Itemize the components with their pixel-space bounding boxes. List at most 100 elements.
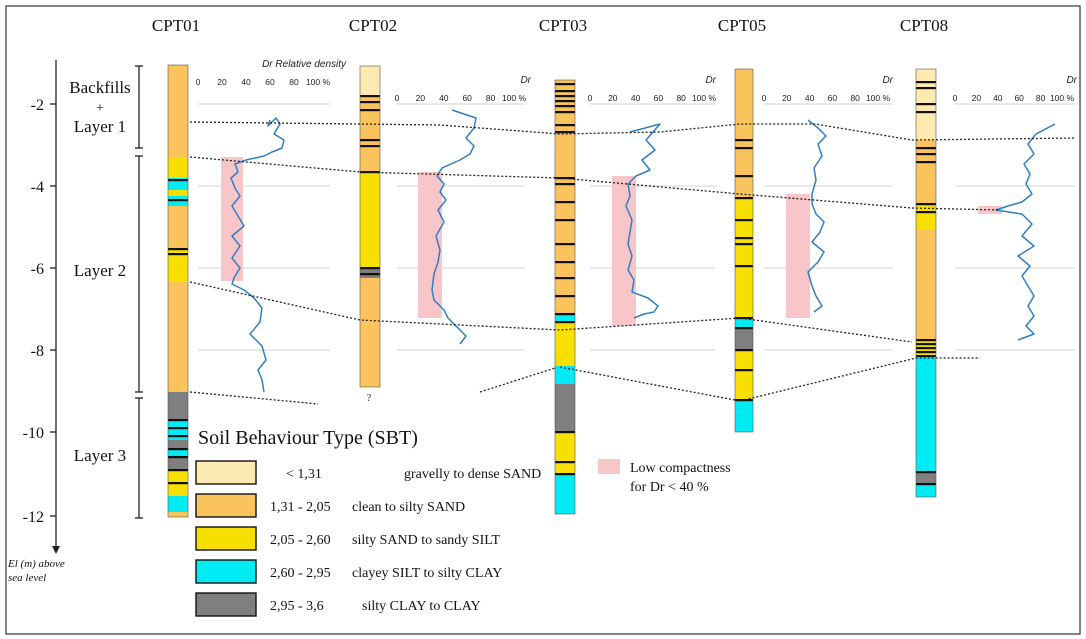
sbt-thin-band	[735, 197, 753, 200]
dr-tick-label: 0	[953, 93, 958, 103]
header-cpt03: CPT03	[539, 16, 587, 35]
dr-tick-label: 100 %	[692, 93, 717, 103]
low-compactness-zone	[786, 194, 810, 318]
sbt-column-cpt08	[915, 68, 937, 498]
sbt-thin-band	[168, 199, 188, 202]
sbt-layer-clayey-silt	[168, 496, 188, 512]
dr-curve-cpt05	[807, 119, 827, 313]
sbt-thin-band	[360, 145, 380, 148]
sbt-column-cpt01	[167, 64, 189, 518]
sbt-thin-band	[555, 261, 575, 264]
sbt-thin-band	[735, 219, 753, 222]
sbt-thin-band	[916, 343, 936, 346]
dr-axes: Dr Relative density 0 20 40 60 80 100 % Dr 0 20 40…	[196, 59, 1078, 103]
dr-tick-label: 40	[241, 77, 251, 87]
sbt-layer-sand	[360, 278, 380, 387]
dr-tick-label: 80	[486, 93, 496, 103]
sbt-thin-band	[168, 456, 188, 459]
low-compactness-line2: for Dr < 40 %	[630, 480, 709, 495]
low-compactness-legend: Low compactness for Dr < 40 %	[598, 459, 731, 495]
dr-axis-cpt08: Dr 0 20 40 60 80 100 %	[953, 75, 1078, 103]
dr-tick-label: 0	[395, 93, 400, 103]
sbt-layer-silty-sand	[168, 248, 188, 282]
sbt-thin-band	[168, 469, 188, 472]
sbt-layer-clay	[555, 384, 575, 432]
layer2-label: Layer 2	[74, 261, 126, 280]
dr-tick-label: 100 %	[306, 77, 331, 87]
legend-item: 2,60 - 2,95 clayey SILT to silty CLAY	[195, 559, 502, 584]
dr-axis-label: Dr	[520, 75, 531, 86]
sbt-layer-silty-sand	[168, 190, 188, 196]
legend-swatch	[195, 460, 257, 485]
elevation-tick-label: -12	[23, 509, 44, 526]
sbt-thin-band	[735, 369, 753, 372]
sbt-layer-silty-sand	[168, 470, 188, 484]
sbt-thin-band	[916, 339, 936, 342]
sbt-layer-silty-sand	[555, 432, 575, 474]
dr-curves	[230, 109, 1056, 393]
legend-swatch	[195, 526, 257, 551]
legend-description: silty CLAY to CLAY	[362, 599, 481, 614]
sbt-thin-band	[360, 273, 380, 276]
sbt-thin-band	[916, 161, 936, 164]
dr-tick-label: 0	[196, 77, 201, 87]
header-cpt05: CPT05	[718, 16, 766, 35]
dr-axis-cpt02: Dr 0 20 40 60 80 100 %	[395, 75, 532, 103]
dr-curve-cpt08	[995, 123, 1056, 341]
layer1-label-line1: Backfills	[69, 78, 130, 97]
sbt-thin-band	[916, 471, 936, 474]
sbt-layer-sand	[916, 230, 936, 340]
legend-description: clean to silty SAND	[352, 500, 465, 515]
legend-item: < 1,31 gravelly to dense SAND	[195, 460, 541, 485]
sbt-layer-clayey-silt	[735, 318, 753, 328]
cpt02-bottom-mark: ?	[367, 393, 372, 404]
layer1-label-plus: +	[96, 101, 104, 116]
layer-boundary-lines	[189, 121, 1077, 405]
layer-boundary-line	[479, 367, 556, 393]
sbt-thin-band	[555, 83, 575, 86]
sbt-thin-band	[735, 317, 753, 320]
borehole-headers: CPT01 CPT02 CPT03 CPT05 CPT08	[152, 16, 948, 35]
dr-axis-label: Dr	[882, 75, 893, 86]
layer-boundary-line	[559, 357, 980, 402]
sbt-layer-clayey-silt	[916, 484, 936, 497]
sbt-layer-clayey-silt	[916, 358, 936, 472]
sbt-thin-band	[555, 177, 575, 180]
sbt-thin-band	[916, 111, 936, 114]
elevation-axis-arrowhead	[52, 546, 60, 554]
low-compactness-zone	[978, 206, 1002, 214]
sbt-layer-clay	[168, 392, 188, 420]
sbt-thin-band	[555, 95, 575, 98]
layer-boundary-line	[189, 391, 319, 405]
dr-curve-cpt01	[230, 117, 285, 393]
dr-tick-label: 20	[217, 77, 227, 87]
sbt-column-outline	[734, 68, 754, 433]
dr-tick-label: 60	[828, 93, 838, 103]
sbt-thin-band	[555, 131, 575, 134]
sbt-layer-clayey-silt	[555, 474, 575, 514]
sbt-thin-band	[916, 147, 936, 150]
reference-gridlines	[198, 103, 1075, 351]
legend-title: Soil Behaviour Type (SBT)	[198, 427, 418, 449]
legend-range: 2,95 - 3,6	[270, 599, 324, 614]
legend-range: 2,60 - 2,95	[270, 566, 331, 581]
sbt-thin-band	[555, 295, 575, 298]
sbt-thin-band	[360, 139, 380, 142]
sbt-layer-silty-sand	[916, 204, 936, 230]
sbt-layer-clayey-silt	[555, 366, 575, 384]
sbt-thin-band	[916, 103, 936, 106]
legend-item: 2,05 - 2,60 silty SAND to sandy SILT	[195, 526, 501, 551]
sbt-layer-silty-sand	[735, 350, 753, 400]
sbt-thin-band	[555, 431, 575, 434]
sbt-layer-sand	[168, 65, 188, 157]
sbt-thin-band	[555, 277, 575, 280]
elevation-axis: -2 -4 -6 -8 -10 -12 El (m) above sea lev…	[7, 60, 65, 584]
dr-tick-label: 20	[416, 93, 426, 103]
sbt-column-cpt03	[554, 79, 576, 515]
elevation-tick-label: -2	[31, 97, 44, 114]
dr-axis-cpt05: Dr 0 20 40 60 80 100 %	[762, 75, 894, 103]
legend-swatch	[195, 493, 257, 518]
sbt-layer-clayey-silt	[555, 314, 575, 322]
sbt-thin-band	[168, 248, 188, 251]
sbt-thin-band	[555, 321, 575, 324]
